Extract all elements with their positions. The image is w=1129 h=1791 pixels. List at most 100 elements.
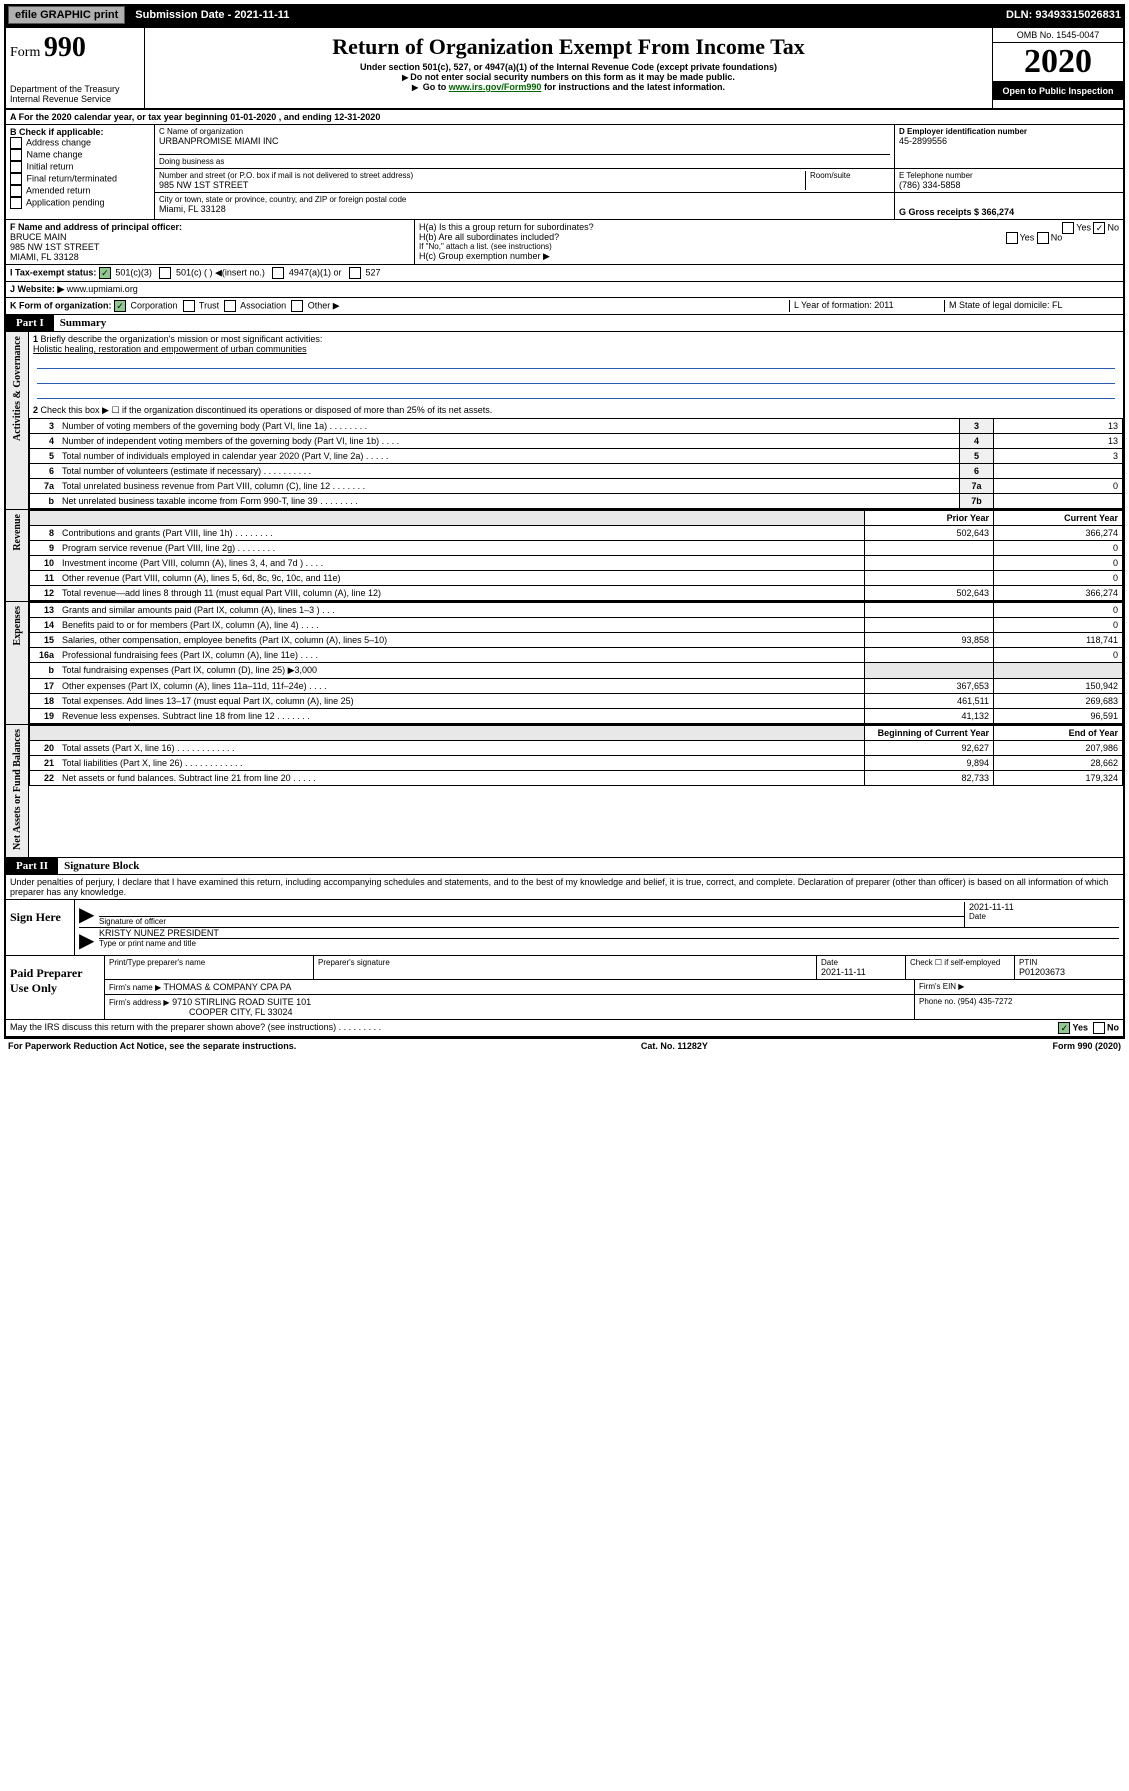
table-row: bNet unrelated business taxable income f… bbox=[30, 494, 1123, 509]
ein: 45-2899556 bbox=[899, 136, 1119, 146]
dba-label: Doing business as bbox=[159, 154, 890, 166]
table-row: 17Other expenses (Part IX, column (A), l… bbox=[30, 679, 1123, 694]
ptin: P01203673 bbox=[1019, 967, 1119, 977]
opt-other: Other ▶ bbox=[308, 300, 340, 310]
checkbox[interactable] bbox=[10, 137, 22, 149]
prep-date: 2021-11-11 bbox=[821, 967, 901, 977]
checkbox[interactable] bbox=[10, 185, 22, 197]
tax-year: 2020 bbox=[993, 43, 1123, 82]
k-label: K Form of organization: bbox=[10, 300, 112, 310]
sig-date: 2021-11-11 bbox=[969, 902, 1119, 912]
officer-city: MIAMI, FL 33128 bbox=[10, 252, 410, 262]
part1-label: Part I bbox=[6, 315, 54, 331]
table-row: 16aProfessional fundraising fees (Part I… bbox=[30, 648, 1123, 663]
firm-name: THOMAS & COMPANY CPA PA bbox=[163, 982, 291, 992]
street-label: Number and street (or P.O. box if mail i… bbox=[159, 171, 805, 180]
opt-4947: 4947(a)(1) or bbox=[289, 267, 342, 277]
firm-label: Firm's name ▶ bbox=[109, 983, 161, 992]
prep-h3: Date bbox=[821, 958, 901, 967]
hb-label: H(b) Are all subordinates included? bbox=[419, 232, 559, 242]
i-label: I Tax-exempt status: bbox=[10, 267, 96, 277]
part2-title: Signature Block bbox=[58, 858, 145, 874]
section-bcd: B Check if applicable: Address change Na… bbox=[6, 125, 1123, 220]
org-name: URBANPROMISE MIAMI INC bbox=[159, 136, 890, 146]
submission-date: Submission Date - 2021-11-11 bbox=[129, 7, 295, 23]
vtab-exp: Expenses bbox=[12, 602, 23, 649]
officer-street: 985 NW 1ST STREET bbox=[10, 242, 410, 252]
checkbox[interactable] bbox=[10, 197, 22, 209]
klm-row: K Form of organization: Corporation Trus… bbox=[6, 298, 1123, 315]
irs-label: Internal Revenue Service bbox=[10, 94, 140, 104]
table-row: 5Total number of individuals employed in… bbox=[30, 449, 1123, 464]
prep-h2: Preparer's signature bbox=[318, 958, 812, 967]
footer-right: Form 990 (2020) bbox=[1052, 1041, 1121, 1051]
omb-number: OMB No. 1545-0047 bbox=[993, 28, 1123, 43]
website[interactable]: www.upmiami.org bbox=[67, 284, 138, 294]
form-title: Return of Organization Exempt From Incom… bbox=[149, 34, 988, 60]
table-row: 14Benefits paid to or for members (Part … bbox=[30, 618, 1123, 633]
vtab-rev: Revenue bbox=[12, 510, 23, 555]
phone: (786) 334-5858 bbox=[899, 180, 1119, 190]
b-label: B Check if applicable: bbox=[10, 127, 150, 137]
table-row: 21Total liabilities (Part X, line 26) . … bbox=[30, 756, 1123, 771]
checkbox-row: Initial return bbox=[10, 161, 150, 173]
q1: Briefly describe the organization's miss… bbox=[41, 334, 323, 344]
ssn-note: Do not enter social security numbers on … bbox=[149, 72, 988, 82]
form-header: Form 990 Department of the Treasury Inte… bbox=[6, 28, 1123, 110]
opt-527: 527 bbox=[365, 267, 380, 277]
form-subtitle: Under section 501(c), 527, or 4947(a)(1)… bbox=[149, 62, 988, 72]
vtab-net: Net Assets or Fund Balances bbox=[12, 725, 23, 854]
year-formation: L Year of formation: 2011 bbox=[789, 300, 944, 312]
part2-label: Part II bbox=[6, 858, 58, 874]
irs-link[interactable]: www.irs.gov/Form990 bbox=[449, 82, 542, 92]
part2-header: Part II Signature Block bbox=[6, 858, 1123, 875]
checkbox-row: Name change bbox=[10, 149, 150, 161]
sig-label: Signature of officer bbox=[99, 917, 964, 926]
table-row: 3Number of voting members of the governi… bbox=[30, 419, 1123, 434]
city: Miami, FL 33128 bbox=[159, 204, 890, 214]
gross-receipts: G Gross receipts $ 366,274 bbox=[899, 207, 1119, 217]
discuss-row: May the IRS discuss this return with the… bbox=[6, 1020, 1123, 1037]
prep-h5: PTIN bbox=[1019, 958, 1119, 967]
tax-exempt-row: I Tax-exempt status: 501(c)(3) 501(c) ( … bbox=[6, 265, 1123, 282]
topbar: efile GRAPHIC print Submission Date - 20… bbox=[4, 4, 1125, 26]
opt-assoc: Association bbox=[240, 300, 286, 310]
table-header: Beginning of Current YearEnd of Year bbox=[30, 726, 1123, 741]
e-label: E Telephone number bbox=[899, 171, 1119, 180]
table-row: 18Total expenses. Add lines 13–17 (must … bbox=[30, 694, 1123, 709]
d-label: D Employer identification number bbox=[899, 127, 1119, 136]
preparer-block: Paid Preparer Use Only Print/Type prepar… bbox=[6, 956, 1123, 1020]
part1-title: Summary bbox=[54, 315, 112, 331]
dept-treasury: Department of the Treasury bbox=[10, 84, 140, 94]
sign-block: Sign Here ▶ Signature of officer 2021-11… bbox=[6, 900, 1123, 956]
table-header: Prior YearCurrent Year bbox=[30, 511, 1123, 526]
perjury: Under penalties of perjury, I declare th… bbox=[6, 875, 1123, 900]
table-row: 6Total number of volunteers (estimate if… bbox=[30, 464, 1123, 479]
sign-label: Sign Here bbox=[6, 900, 75, 955]
section-fh: F Name and address of principal officer:… bbox=[6, 220, 1123, 265]
table-row: bTotal fundraising expenses (Part IX, co… bbox=[30, 663, 1123, 679]
j-label: J Website: ▶ bbox=[10, 284, 64, 294]
table-row: 13Grants and similar amounts paid (Part … bbox=[30, 603, 1123, 618]
checkbox[interactable] bbox=[10, 161, 22, 173]
checkbox-row: Address change bbox=[10, 137, 150, 149]
checkbox-row: Final return/terminated bbox=[10, 173, 150, 185]
efile-btn[interactable]: efile GRAPHIC print bbox=[8, 6, 125, 24]
vtab-gov: Activities & Governance bbox=[12, 332, 23, 445]
officer-typed-name: KRISTY NUNEZ PRESIDENT bbox=[99, 928, 1119, 939]
opt-501c3: 501(c)(3) bbox=[115, 267, 152, 277]
rev-block: Revenue Prior YearCurrent Year8Contribut… bbox=[6, 510, 1123, 602]
opt-corp: Corporation bbox=[131, 300, 178, 310]
checkbox[interactable] bbox=[10, 173, 22, 185]
table-row: 9Program service revenue (Part VIII, lin… bbox=[30, 541, 1123, 556]
ha-label: H(a) Is this a group return for subordin… bbox=[419, 222, 594, 232]
table-row: 7aTotal unrelated business revenue from … bbox=[30, 479, 1123, 494]
opt-501c: 501(c) ( ) ◀(insert no.) bbox=[176, 267, 265, 277]
exp-block: Expenses 13Grants and similar amounts pa… bbox=[6, 602, 1123, 725]
phone-label: Phone no. (954) 435-7272 bbox=[915, 995, 1123, 1019]
checkbox[interactable] bbox=[10, 149, 22, 161]
firm-addr2: COOPER CITY, FL 33024 bbox=[189, 1007, 293, 1017]
prep-h1: Print/Type preparer's name bbox=[109, 958, 309, 967]
dln: DLN: 93493315026831 bbox=[1006, 9, 1121, 21]
footer-left: For Paperwork Reduction Act Notice, see … bbox=[8, 1041, 296, 1051]
